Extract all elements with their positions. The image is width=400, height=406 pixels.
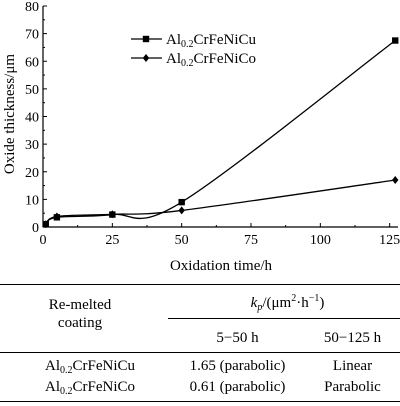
series-2-point	[42, 220, 49, 229]
y-tick-label: 60	[25, 55, 39, 70]
series-2-point	[109, 210, 116, 219]
table-header-rule	[0, 352, 400, 353]
y-tick-label: 40	[25, 111, 39, 126]
table-row-v1: 0.61 (parabolic)	[189, 379, 286, 395]
y-tick-label: 70	[25, 28, 39, 43]
table-row-v1: 1.65 (parabolic)	[189, 358, 286, 374]
series-line-2	[45, 179, 396, 225]
legend-label-2: Al0.2CrFeNiCo	[166, 51, 256, 69]
col2-header: 50−125 h	[323, 330, 382, 346]
chart-series-markers	[42, 37, 399, 229]
kp-units-sup2: −1	[308, 293, 320, 304]
y-axis-label: Oxide thickness/μm	[2, 54, 18, 174]
oxidation-chart: 0 25 50 75 100 125 0 10 20 30 40 50 60 70 80 Oxidation…	[2, 0, 400, 274]
x-tick-label: 125	[379, 233, 400, 248]
kp-subheader-rule	[168, 318, 400, 319]
y-tick-label: 30	[25, 138, 39, 153]
row-name-sub: 0.2	[59, 365, 73, 376]
table-top-rule	[0, 284, 400, 285]
series-2-point	[178, 206, 185, 215]
table-row-name: Al0.2CrFeNiCo	[20, 378, 160, 397]
y-tick-label: 10	[25, 193, 39, 208]
legend-label-1: Al0.2CrFeNiCu	[166, 32, 257, 50]
table-row-name: Al0.2CrFeNiCu	[20, 357, 160, 376]
row-name-base: Al	[44, 358, 60, 374]
x-tick-label: 0	[40, 233, 47, 248]
series-line-1	[45, 40, 396, 225]
kp-units-sup: 2	[291, 293, 297, 304]
col1-header: 5−50 h	[216, 330, 259, 346]
kp-table: Re-melted coating kp/(μm2·h−1) 5−50 h 50…	[0, 284, 400, 404]
chart-ticks: 0 25 50 75 100 125 0 10 20 30 40 50 60 70 80	[25, 0, 400, 248]
x-tick-label: 75	[244, 233, 258, 248]
kp-symbol: k	[250, 295, 258, 311]
row-name-sub: 0.2	[59, 386, 73, 397]
kp-units-mid: ·h	[296, 295, 309, 311]
y-tick-label: 0	[32, 221, 39, 236]
table-bottom-rule	[0, 401, 400, 402]
kp-units-open: /(μm	[262, 295, 292, 311]
series-2-point	[392, 176, 399, 185]
row-name-rest: CrFeNiCo	[72, 379, 135, 395]
kp-subscript: p	[257, 302, 263, 313]
legend-marker-1	[142, 35, 150, 43]
header-line-1: Re-melted	[48, 297, 112, 313]
kp-units-close: )	[319, 295, 325, 311]
legend-marker-2	[142, 54, 150, 62]
row-name-base: Al	[44, 379, 60, 395]
table-row-v2: Linear	[332, 358, 373, 374]
table-row-v2: Parabolic	[324, 379, 381, 395]
chart-series-lines	[45, 40, 396, 225]
x-tick-label: 50	[175, 233, 189, 248]
y-tick-label: 20	[25, 166, 39, 181]
series-2-point	[53, 212, 61, 221]
table-row-label-header: Re-melted coating	[20, 296, 140, 332]
kp-header: kp/(μm2·h−1)	[175, 293, 400, 313]
row-name-rest: CrFeNiCu	[72, 358, 135, 374]
y-tick-label: 50	[25, 83, 39, 98]
x-tick-label: 100	[310, 233, 331, 248]
x-axis-label: Oxidation time/h	[170, 258, 273, 274]
x-tick-label: 25	[105, 233, 119, 248]
y-tick-label: 80	[25, 0, 39, 15]
series-1-point	[178, 198, 185, 206]
header-line-2: coating	[57, 315, 103, 331]
series-1-point	[392, 37, 399, 44]
